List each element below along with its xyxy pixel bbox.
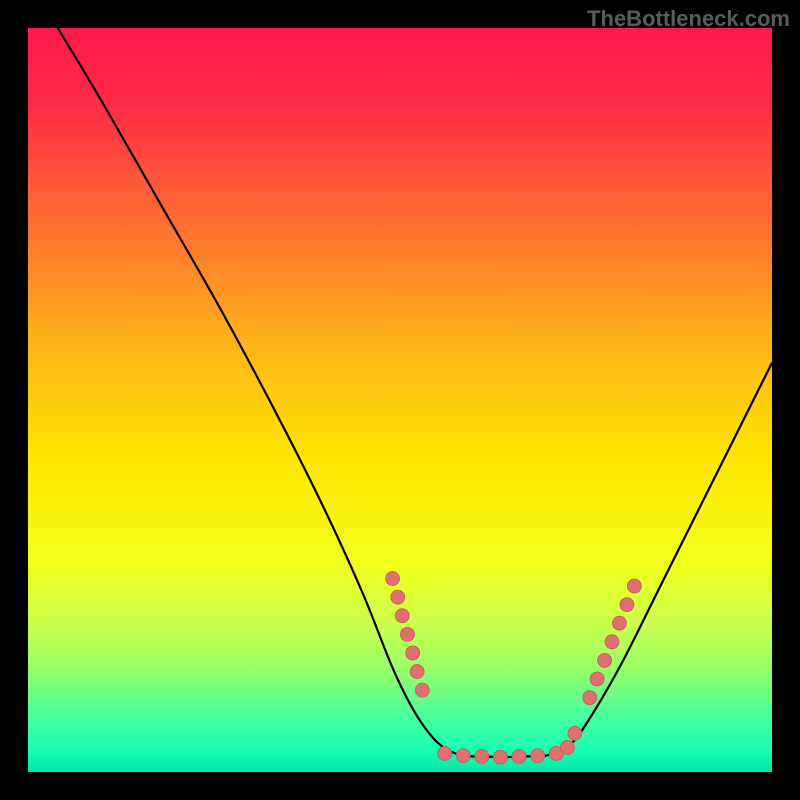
- curve-marker: [612, 616, 626, 630]
- chart-svg: [28, 28, 772, 772]
- curve-marker: [386, 572, 400, 586]
- watermark-text: TheBottleneck.com: [587, 6, 790, 32]
- curve-marker: [627, 579, 641, 593]
- curve-marker: [583, 691, 597, 705]
- curve-marker: [531, 749, 545, 763]
- chart-background: [28, 28, 772, 772]
- chart-plot-area: [28, 28, 772, 772]
- curve-marker: [438, 746, 452, 760]
- curve-marker: [475, 749, 489, 763]
- curve-marker: [415, 683, 429, 697]
- curve-marker: [605, 635, 619, 649]
- curve-marker: [568, 726, 582, 740]
- curve-marker: [493, 750, 507, 764]
- curve-marker: [590, 672, 604, 686]
- curve-marker: [456, 749, 470, 763]
- curve-marker: [400, 627, 414, 641]
- curve-marker: [406, 646, 420, 660]
- curve-marker: [410, 665, 424, 679]
- curve-marker: [560, 740, 574, 754]
- curve-marker: [598, 653, 612, 667]
- curve-marker: [620, 598, 634, 612]
- curve-marker: [391, 590, 405, 604]
- curve-marker: [512, 749, 526, 763]
- curve-marker: [395, 609, 409, 623]
